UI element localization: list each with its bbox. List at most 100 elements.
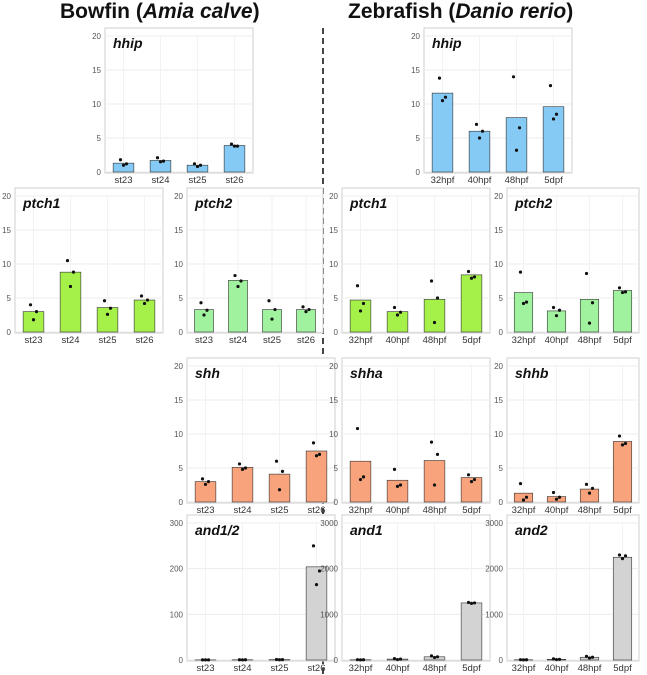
zebrafish-shhb-chart: 0 5 10 15 20 32hpf 40hpf 48hpf 5dpf shhb	[494, 357, 640, 516]
x-tick-label: st26	[308, 663, 326, 674]
bar-32hpf	[349, 460, 372, 503]
zebrafish-hhip-chart: 0 5 10 15 20 32hpf 40hpf 48hpf 5dpf hhip	[411, 27, 573, 186]
data-point	[472, 477, 477, 482]
data-point	[469, 276, 474, 280]
data-point	[474, 122, 479, 126]
x-tick-label: st25	[189, 175, 207, 186]
bar-st24	[231, 467, 254, 503]
bar-st26	[223, 145, 246, 173]
data-point	[270, 317, 274, 321]
x-tick-label: 40hpf	[386, 505, 410, 516]
bar-st25	[268, 473, 291, 503]
data-point	[432, 320, 437, 325]
data-point	[355, 426, 360, 431]
data-point	[192, 162, 197, 166]
data-point	[358, 309, 363, 313]
data-point	[237, 462, 242, 466]
data-point	[620, 290, 625, 295]
data-point	[514, 148, 519, 152]
y-tick-label: 200	[170, 565, 184, 574]
plot-frame	[506, 357, 640, 504]
data-point	[469, 601, 474, 605]
data-point	[108, 306, 113, 310]
data-point	[590, 301, 595, 305]
x-tick-label: 48hpf	[578, 335, 602, 346]
gene-label: shhb	[515, 365, 549, 381]
x-tick-label: st26	[297, 335, 315, 346]
x-tick-label: st24	[62, 335, 80, 346]
data-point	[554, 497, 559, 501]
data-point	[554, 112, 559, 116]
bar-5dpf	[460, 602, 483, 661]
data-point	[429, 440, 434, 444]
data-point	[398, 483, 403, 487]
bar-st25	[262, 309, 282, 333]
zebrafish-ptch1-chart: 0 5 10 15 20 32hpf 40hpf 48hpf 5dpf ptch1	[329, 187, 491, 346]
data-point	[429, 279, 434, 283]
x-tick-label: st25	[271, 505, 289, 516]
y-tick-label: 5	[179, 294, 184, 303]
data-point	[206, 658, 211, 662]
x-tick-label: st24	[152, 175, 170, 186]
data-point	[28, 303, 33, 307]
x-tick-label: 5dpf	[462, 335, 481, 346]
data-point	[105, 312, 110, 316]
x-tick-label: 32hpf	[349, 335, 373, 346]
column-divider	[322, 28, 324, 674]
bowfin-ptch2-chart: 0 5 10 15 20 st23 st24 st25 st26 ptch2	[174, 187, 324, 346]
data-point	[432, 655, 437, 660]
data-point	[311, 544, 316, 548]
plot-frame	[186, 187, 324, 334]
data-point	[587, 321, 592, 325]
data-point	[243, 658, 248, 662]
zebrafish-and1-chart: 0 1000 2000 3000 32hpf 40hpf 48hpf 5dpf and1	[320, 514, 491, 674]
data-point	[584, 271, 589, 276]
y-tick-label: 20	[494, 362, 503, 371]
x-tick-label: 40hpf	[468, 175, 492, 186]
data-point	[584, 482, 589, 486]
gene-label: hhip	[432, 35, 462, 51]
data-point	[118, 158, 123, 162]
data-point	[243, 466, 248, 470]
x-tick-label: st23	[195, 335, 213, 346]
gene-label: ptch1	[22, 195, 61, 211]
y-tick-label: 0	[7, 328, 12, 337]
y-tick-label: 15	[329, 396, 338, 405]
data-point	[472, 601, 477, 605]
bowfin-shh-chart: 0 5 10 15 20 st23 st24 st25 st26 shh	[174, 357, 336, 516]
bar-48hpf	[423, 460, 446, 503]
data-point	[311, 441, 316, 445]
data-point	[304, 310, 308, 314]
bar-st26	[296, 309, 316, 333]
data-point	[623, 441, 628, 446]
y-tick-label: 10	[174, 260, 183, 269]
x-tick-label: 48hpf	[505, 175, 529, 186]
data-point	[435, 452, 440, 456]
y-tick-label: 15	[2, 226, 11, 235]
x-tick-label: 48hpf	[423, 505, 447, 516]
bar-32hpf	[349, 299, 372, 333]
data-point	[200, 658, 205, 662]
x-tick-label: st24	[234, 663, 252, 674]
data-point	[314, 583, 319, 587]
data-point	[314, 454, 319, 458]
data-point	[232, 144, 237, 148]
y-tick-label: 15	[174, 396, 183, 405]
data-point	[102, 299, 107, 303]
data-point	[590, 486, 595, 490]
bar-40hpf	[386, 479, 409, 503]
data-point	[617, 553, 622, 557]
data-point	[142, 301, 147, 306]
data-point	[198, 163, 203, 167]
data-point	[280, 658, 285, 662]
bowfin-and12-chart: 0 100 200 300 st23 st24 st25 st26 and1/2	[170, 514, 336, 674]
y-tick-label: 2000	[485, 565, 503, 574]
y-tick-label: 15	[329, 226, 338, 235]
y-tick-label: 3000	[320, 519, 338, 528]
data-point	[551, 117, 556, 121]
data-point	[361, 475, 366, 479]
x-tick-label: 32hpf	[349, 505, 373, 516]
x-tick-label: 32hpf	[512, 663, 536, 674]
y-tick-label: 5	[499, 464, 504, 473]
x-tick-label: st23	[115, 175, 133, 186]
